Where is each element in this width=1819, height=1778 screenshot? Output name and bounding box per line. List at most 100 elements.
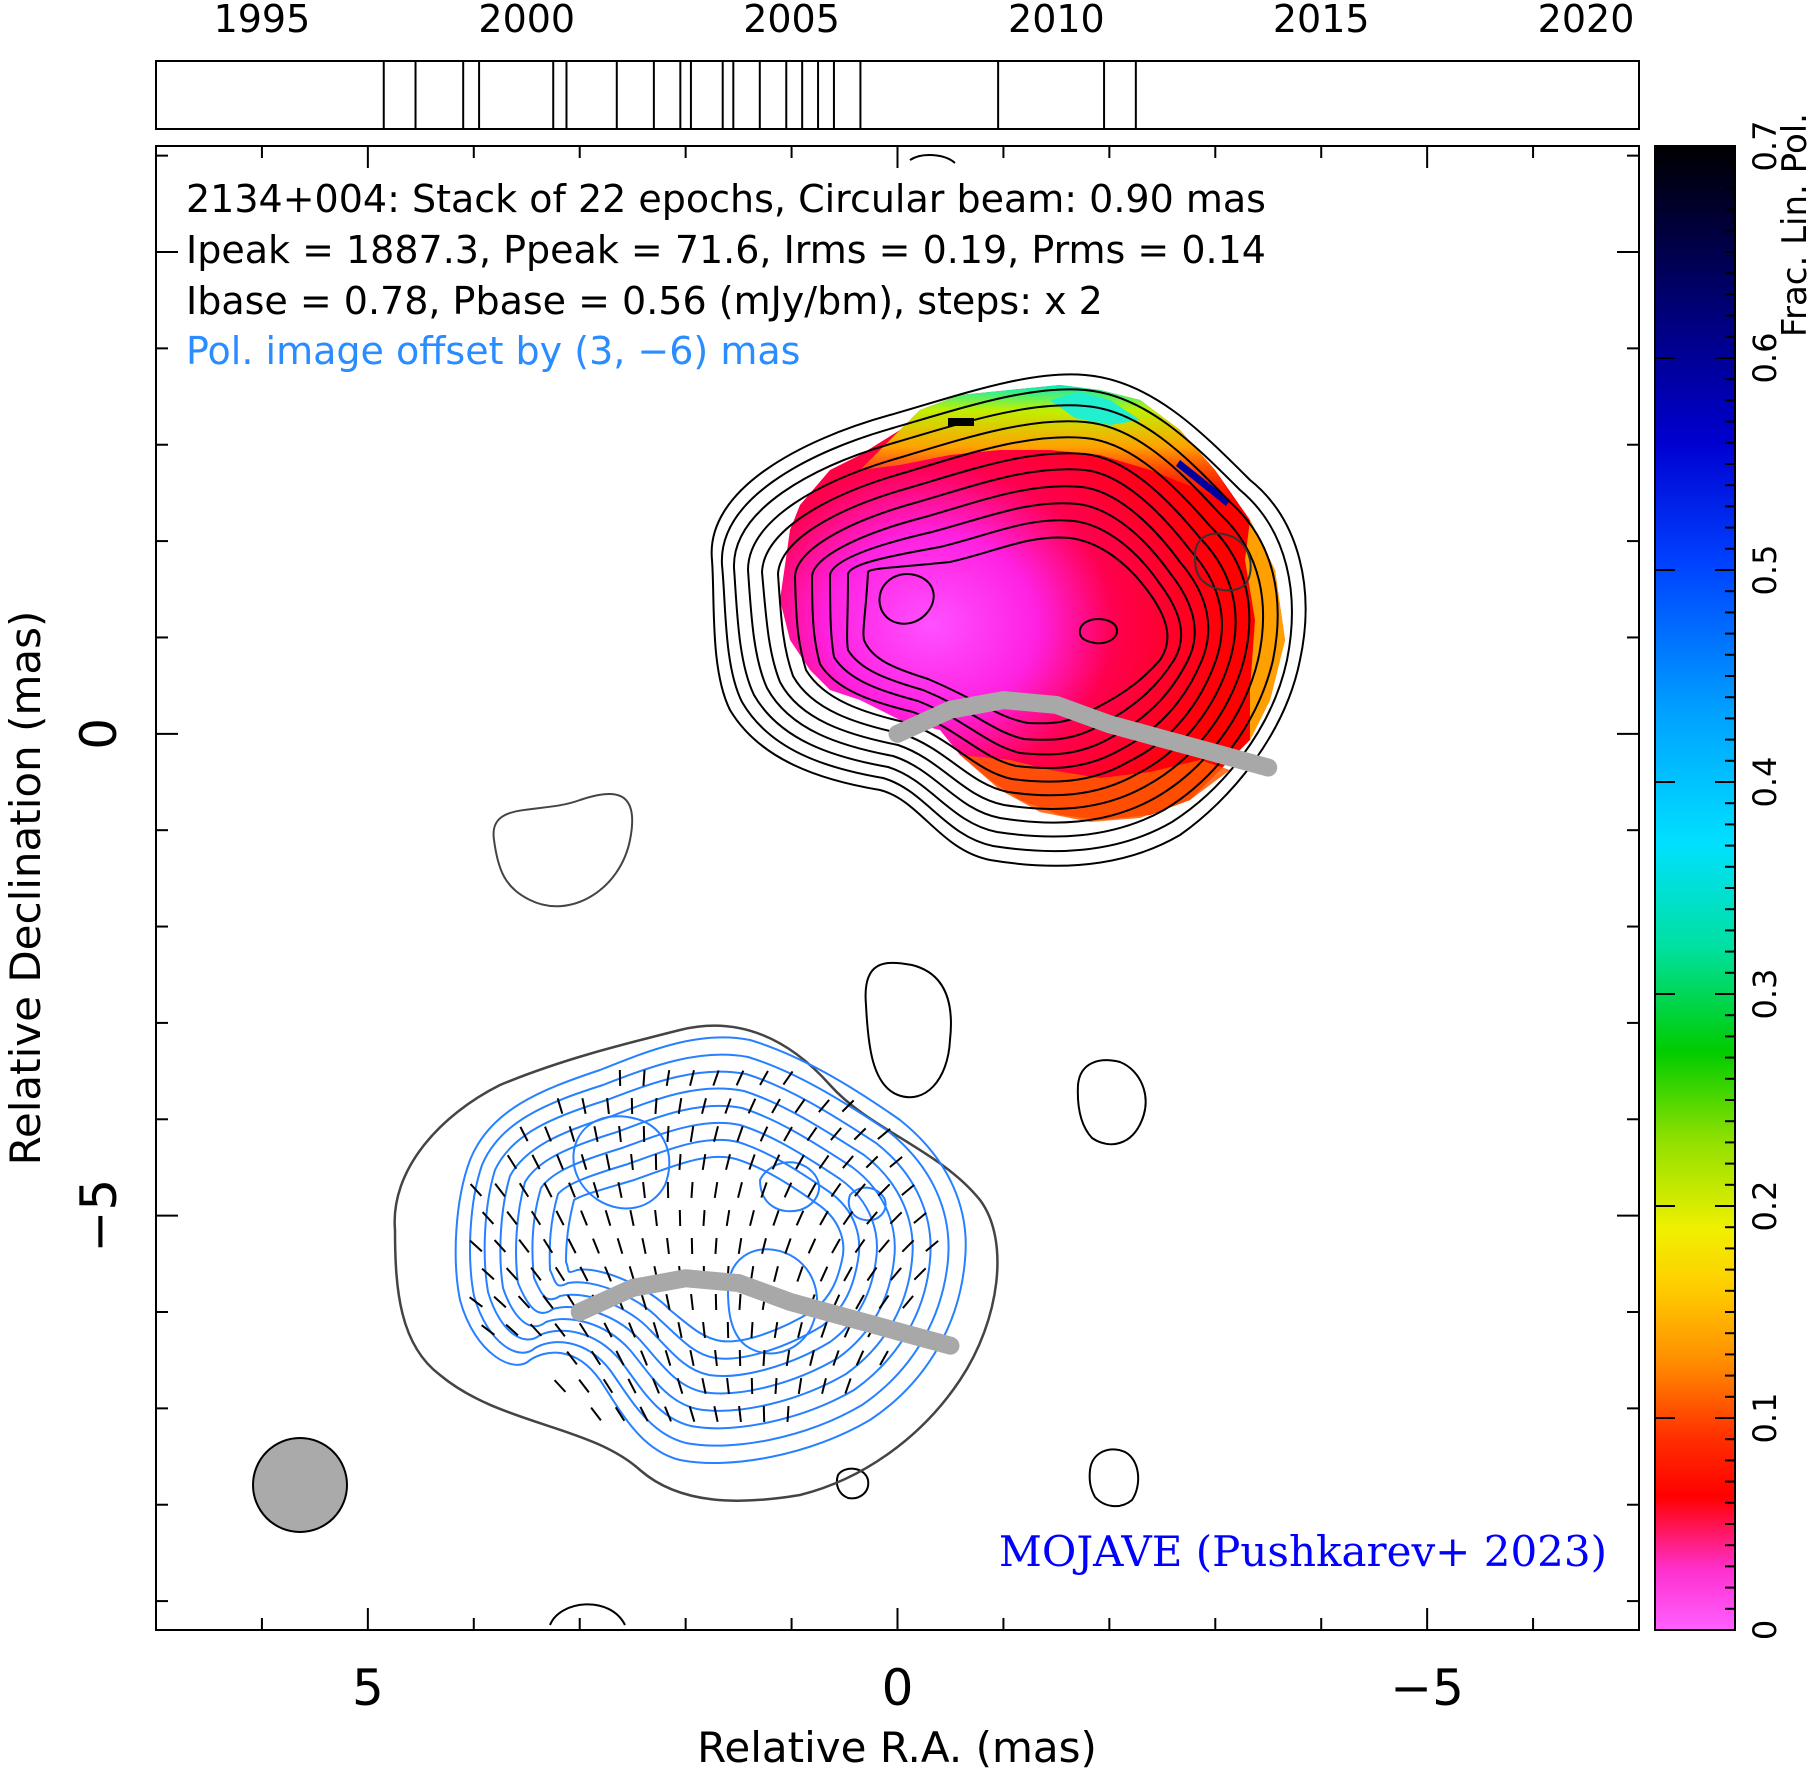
evpa-stick	[568, 1182, 576, 1198]
evpa-stick	[725, 1209, 731, 1227]
evpa-stick	[713, 1405, 719, 1423]
evpa-stick	[820, 1322, 828, 1338]
evpa-stick	[748, 1154, 756, 1170]
evpa-stick	[749, 1209, 755, 1227]
evpa-stick	[542, 1295, 554, 1309]
evpa-stick	[627, 1378, 637, 1394]
evpa-stick	[759, 1126, 769, 1142]
evpa-stick	[556, 1154, 564, 1170]
evpa-stick	[593, 1125, 599, 1143]
evpa-stick	[690, 1181, 694, 1199]
timeline-tick-label: 2000	[478, 0, 575, 41]
evpa-stick	[579, 1266, 589, 1282]
evpa-stick	[774, 1377, 778, 1395]
evpa-stick	[617, 1181, 623, 1199]
evpa-stick	[925, 1240, 939, 1252]
evpa-stick	[553, 1379, 567, 1393]
evpa-stick	[567, 1238, 577, 1254]
evpa-stick	[784, 1238, 792, 1254]
evpa-stick	[629, 1209, 635, 1227]
evpa-stick	[517, 1295, 531, 1309]
evpa-stick	[831, 1238, 841, 1254]
evpa-stick	[796, 1266, 804, 1282]
evpa-stick	[750, 1321, 754, 1339]
evpa-stick	[865, 1155, 879, 1169]
evpa-stick	[615, 1350, 625, 1366]
y-axis-label: Relative Declination (mas)	[1, 611, 50, 1166]
evpa-stick	[761, 1237, 767, 1255]
y-tick-label: 0	[70, 718, 128, 750]
colorbar-gradient	[1655, 146, 1735, 1630]
evpa-stick	[702, 1321, 706, 1339]
timeline-tick-label: 2005	[743, 0, 840, 41]
evpa-stick	[795, 1210, 805, 1226]
frac-pol-blue-pixels	[1176, 460, 1230, 506]
evpa-stick	[666, 1237, 670, 1255]
evpa-stick	[556, 1098, 564, 1114]
evpa-stick	[554, 1323, 566, 1337]
evpa-stick	[665, 1293, 671, 1311]
evpa-stick	[878, 1294, 890, 1310]
evpa-stick	[666, 1125, 670, 1143]
colorbar: 0 0.1 0.2 0.3 0.4 0.5 0.6 0.7 Frac. Lin. Pol.	[1654, 113, 1815, 1641]
evpa-stick	[866, 1266, 878, 1282]
colorbar-tick-label: 0.7	[1746, 121, 1784, 172]
timeline-tick-labels: 1995 2000 2005 2010 2015 2020	[214, 0, 1635, 41]
evpa-stick	[786, 1405, 790, 1423]
evpa-stick	[530, 1267, 542, 1281]
evpa-stick	[602, 1378, 614, 1394]
map-panel: 2134+004: Stack of 22 epochs, Circular b…	[155, 145, 1640, 1631]
evpa-stick	[578, 1379, 590, 1393]
evpa-stick	[493, 1239, 507, 1253]
frac-pol-cyan-cap	[1050, 392, 1140, 425]
evpa-stick	[762, 1349, 766, 1367]
pol-offset-note: Pol. image offset by (3, −6) mas	[186, 329, 800, 373]
evpa-stick	[630, 1153, 634, 1171]
evpa-stick	[714, 1349, 718, 1367]
timeline-strip: 1995 2000 2005 2010 2015 2020	[155, 0, 1640, 130]
evpa-stick	[481, 1267, 495, 1281]
evpa-stick	[773, 1265, 779, 1283]
evpa-stick	[737, 1181, 743, 1199]
evpa-stick	[738, 1293, 742, 1311]
frac-pol-black-pixel	[948, 418, 974, 426]
evpa-stick	[878, 1239, 890, 1253]
evpa-stick	[725, 1153, 731, 1171]
evpa-stick	[530, 1210, 542, 1226]
evpa-stick	[469, 1239, 483, 1253]
annotation-line-3: Ibase = 0.78, Pbase = 0.56 (mJy/bm), ste…	[186, 279, 1103, 323]
evpa-stick	[866, 1211, 878, 1225]
timeline-epochs	[382, 61, 1137, 129]
evpa-stick	[701, 1153, 707, 1171]
evpa-stick	[628, 1322, 636, 1338]
evpa-stick	[518, 1239, 530, 1253]
timeline-tick-label: 2015	[1273, 0, 1370, 41]
evpa-stick	[654, 1097, 658, 1115]
evpa-stick	[578, 1322, 590, 1338]
evpa-stick	[807, 1182, 817, 1198]
evpa-stick	[505, 1267, 519, 1281]
evpa-stick	[519, 1126, 529, 1142]
x-axis-label: Relative R.A. (mas)	[697, 1723, 1097, 1772]
evpa-vectors	[469, 1069, 939, 1423]
evpa-stick	[664, 1406, 672, 1422]
evpa-stick	[554, 1266, 566, 1282]
evpa-stick	[879, 1350, 889, 1366]
evpa-stick	[640, 1294, 648, 1310]
evpa-stick	[701, 1097, 707, 1115]
evpa-stick	[605, 1153, 611, 1171]
evpa-stick	[726, 1377, 730, 1395]
evpa-stick	[688, 1406, 696, 1422]
evpa-stick	[736, 1126, 744, 1142]
evpa-stick	[809, 1349, 815, 1367]
evpa-stick	[481, 1211, 495, 1225]
evpa-stick	[889, 1211, 903, 1225]
evpa-stick	[606, 1097, 610, 1115]
colorbar-tick-labels: 0 0.1 0.2 0.3 0.4 0.5 0.6 0.7	[1746, 121, 1784, 1641]
evpa-stick	[830, 1182, 842, 1198]
colorbar-tick-label: 0.1	[1746, 1393, 1784, 1444]
evpa-stick	[902, 1295, 914, 1309]
x-tick-label: 5	[352, 1659, 384, 1717]
evpa-stick	[818, 1099, 830, 1113]
evpa-stick	[701, 1377, 707, 1395]
